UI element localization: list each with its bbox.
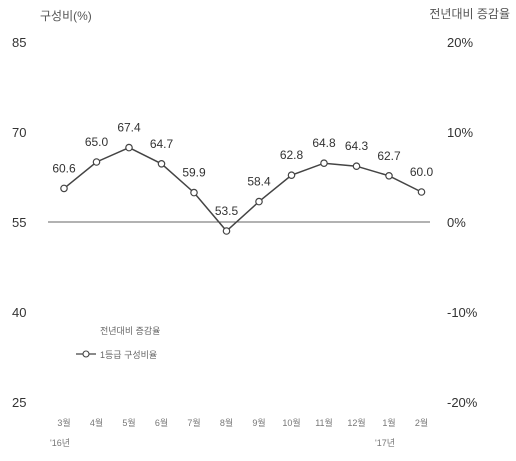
- data-point: [60, 184, 68, 193]
- series-layer: 60.6 65.0 67.4 64.7 59.9 53.5 58.4 62.8 64.8 64.3…: [52, 121, 434, 235]
- x-tick-label: 2월: [415, 417, 428, 428]
- data-point: [417, 188, 426, 196]
- data-point: [125, 143, 133, 152]
- right-tick-label: 0%: [447, 215, 466, 230]
- right-axis-title: 전년대비 증감율: [429, 7, 510, 21]
- data-label: 59.9: [182, 166, 206, 180]
- right-tick-label: 10%: [447, 125, 473, 140]
- data-label: 67.4: [117, 121, 141, 135]
- left-tick-label: 25: [12, 395, 26, 410]
- data-label: 62.8: [280, 148, 304, 162]
- legend-label-share: 1등급 구성비율: [100, 350, 157, 360]
- year-label: '17년: [375, 438, 395, 448]
- x-tick-label: 12월: [347, 417, 365, 428]
- x-axis-ticks: 3월 4월 5월 6월 7월 8월 9월 10월 11월 12월 1월 2월: [57, 417, 428, 428]
- right-axis-ticks: 20% 10% 0% -10% -20%: [447, 35, 478, 410]
- data-label: 58.4: [247, 175, 271, 189]
- data-point: [222, 227, 231, 235]
- legend: 전년대비 증감율 1등급 구성비율: [76, 325, 160, 360]
- x-tick-label: 6월: [155, 417, 168, 428]
- left-tick-label: 70: [12, 125, 26, 140]
- data-label: 60.6: [52, 161, 76, 175]
- left-axis-ticks: 85 70 55 40 25: [12, 35, 26, 410]
- x-tick-label: 1월: [382, 417, 395, 428]
- left-tick-label: 85: [12, 35, 26, 50]
- x-tick-label: 10월: [282, 417, 300, 428]
- data-point: [287, 171, 296, 180]
- right-tick-label: -20%: [447, 395, 478, 410]
- x-tick-label: 4월: [90, 417, 103, 428]
- x-tick-label: 5월: [122, 417, 135, 428]
- data-point: [190, 188, 198, 197]
- data-label: 65.0: [85, 135, 109, 149]
- year-label: '16년: [50, 438, 70, 448]
- data-label: 62.7: [377, 149, 401, 163]
- data-label: 53.5: [215, 204, 239, 218]
- left-axis-title: 구성비(%): [40, 9, 92, 23]
- x-tick-label: 8월: [220, 417, 233, 428]
- data-point: [92, 158, 101, 166]
- data-point: [352, 162, 361, 171]
- legend-label-change-rate: 전년대비 증감율: [100, 325, 160, 336]
- data-point: [385, 172, 393, 180]
- data-point: [320, 159, 328, 168]
- left-tick-label: 55: [12, 215, 26, 230]
- x-tick-label: 3월: [57, 417, 70, 428]
- data-point: [157, 160, 166, 168]
- series-line: [63, 146, 422, 233]
- data-label: 64.7: [150, 137, 174, 151]
- year-labels: '16년 '17년: [50, 438, 395, 448]
- left-tick-label: 40: [12, 305, 26, 320]
- x-tick-label: 11월: [315, 417, 333, 428]
- right-tick-label: -10%: [447, 305, 478, 320]
- data-label: 60.0: [410, 165, 434, 179]
- data-label: 64.8: [312, 136, 336, 150]
- data-label: 64.3: [345, 139, 369, 153]
- x-tick-label: 7월: [187, 417, 200, 428]
- x-tick-label: 9월: [252, 417, 265, 428]
- legend-marker-swatch: [82, 350, 90, 358]
- data-point: [255, 197, 263, 206]
- right-tick-label: 20%: [447, 35, 473, 50]
